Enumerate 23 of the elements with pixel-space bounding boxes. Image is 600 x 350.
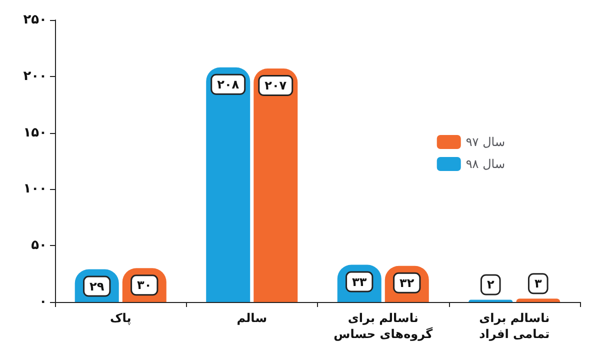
data-label: ۳۲ bbox=[400, 276, 415, 290]
x-tick-label: ناسالم برای گروه‌های حساس bbox=[334, 311, 433, 341]
y-tick-label: ۲۵۰ bbox=[23, 12, 47, 28]
y-tick-label: ۲۰۰ bbox=[23, 68, 47, 84]
legend-label: سال ۹۸ bbox=[466, 157, 506, 171]
legend-label: سال ۹۷ bbox=[466, 135, 506, 149]
x-tick-label: ناسالم برای تمامی افراد bbox=[479, 311, 550, 341]
data-label: ۳۳ bbox=[352, 274, 368, 289]
bar bbox=[516, 298, 560, 302]
data-label: ۲۹ bbox=[90, 279, 105, 294]
y-tick-label: ۰ bbox=[39, 294, 47, 310]
y-tick-label: ۱۵۰ bbox=[23, 125, 47, 140]
x-tick-label: سالم bbox=[236, 311, 267, 325]
data-label: ۲۰۷ bbox=[264, 78, 288, 93]
y-tick-label: ۱۰۰ bbox=[23, 182, 47, 197]
bar bbox=[206, 67, 250, 302]
y-tick-label: ۵۰ bbox=[31, 238, 47, 254]
bar bbox=[254, 68, 298, 302]
data-label: ۲ bbox=[486, 278, 495, 292]
data-label: ۳۰ bbox=[137, 278, 152, 292]
x-tick-label: پاک bbox=[110, 311, 132, 325]
data-label: ۲۰۸ bbox=[217, 77, 240, 92]
data-label: ۳ bbox=[534, 276, 542, 291]
